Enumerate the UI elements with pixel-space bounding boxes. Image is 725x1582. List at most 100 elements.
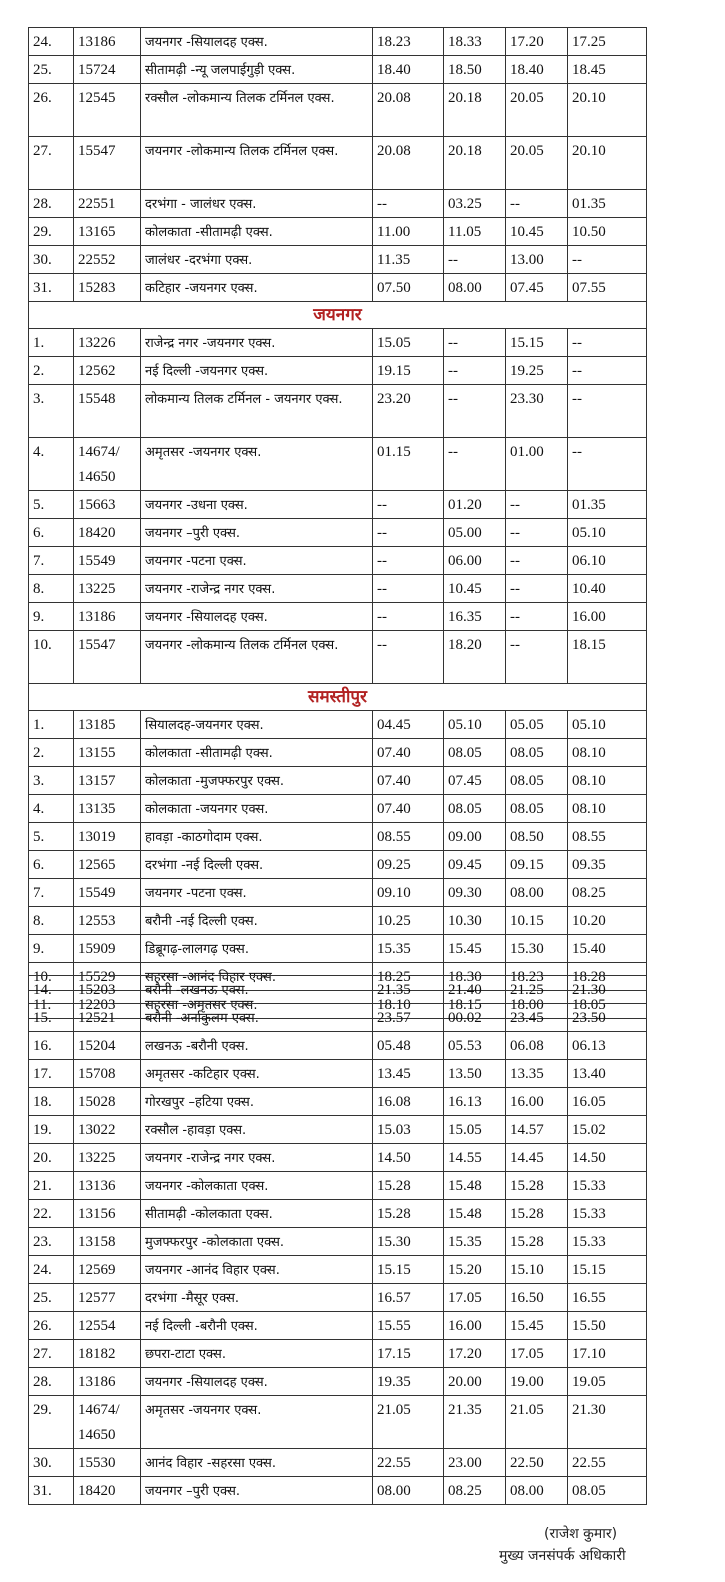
serial-number-cell: 3. xyxy=(28,766,74,795)
train-number-cell: 15283 xyxy=(73,273,141,302)
train-number-cell: 15909 xyxy=(73,934,141,963)
time-1-cell: -- xyxy=(372,518,444,547)
time-4-cell: -- xyxy=(567,245,647,274)
serial-number-cell: 28. xyxy=(28,189,74,218)
train-number-cell: 12565 xyxy=(73,850,141,879)
time-2-cell: 09.00 xyxy=(443,822,506,851)
time-2-cell: 11.05 xyxy=(443,217,506,246)
table-row: 25. 12577 दरभंगा -मैसूर एक्स. 16.57 17.05 16.… xyxy=(28,1283,647,1312)
time-2-cell: 00.02 xyxy=(443,1003,506,1032)
time-1-cell: 16.08 xyxy=(372,1087,444,1116)
time-2-cell: 01.20 xyxy=(443,490,506,519)
time-4-cell: 08.10 xyxy=(567,766,647,795)
time-2-cell: 18.33 xyxy=(443,27,506,56)
train-name-cell: जयनगर -लोकमान्य तिलक टर्मिनल एक्स. xyxy=(140,136,373,190)
time-2-cell: 15.48 xyxy=(443,1199,506,1228)
time-4-cell: 10.50 xyxy=(567,217,647,246)
train-number-cell: 13136 xyxy=(73,1171,141,1200)
serial-number-cell: 30. xyxy=(28,245,74,274)
train-name-cell: बरौनी -नई दिल्ली एक्स. xyxy=(140,906,373,935)
time-4-cell: 08.55 xyxy=(567,822,647,851)
time-4-cell: 08.10 xyxy=(567,738,647,767)
time-1-cell: 15.55 xyxy=(372,1311,444,1340)
train-number-cell: 13135 xyxy=(73,794,141,823)
table-row: 28. 22551 दरभंगा - जालंधर एक्स. -- 03.25 -- 01… xyxy=(28,189,647,218)
time-4-cell: 08.25 xyxy=(567,878,647,907)
train-number-cell: 18420 xyxy=(73,1476,141,1505)
train-number-cell: 12553 xyxy=(73,906,141,935)
time-1-cell: -- xyxy=(372,546,444,575)
train-name-cell: जयनगर –पुरी एक्स. xyxy=(140,518,373,547)
train-number-cell: 15724 xyxy=(73,55,141,84)
table-row: 20. 13225 जयनगर -राजेन्द्र नगर एक्स. 14.50 1… xyxy=(28,1143,647,1172)
table-row: 30. 15530 आनंद विहार -सहरसा एक्स. 22.55 23.0… xyxy=(28,1448,647,1477)
time-2-cell: 15.35 xyxy=(443,1227,506,1256)
time-2-cell: 05.00 xyxy=(443,518,506,547)
time-1-cell: 07.40 xyxy=(372,766,444,795)
time-1-cell: 08.00 xyxy=(372,1476,444,1505)
time-3-cell: -- xyxy=(505,574,568,603)
time-3-cell: 20.05 xyxy=(505,83,568,137)
train-name-cell: जालंधर -दरभंगा एक्स. xyxy=(140,245,373,274)
train-name-cell: बरौनी -लखनऊ एक्स. xyxy=(140,975,373,1004)
time-1-cell: 07.40 xyxy=(372,738,444,767)
train-name-cell: गोरखपुर –हटिया एक्स. xyxy=(140,1087,373,1116)
train-timing-table-1: 24. 13186 जयनगर -सियालदह एक्स. 18.23 18.33 17… xyxy=(28,27,647,1019)
serial-number-cell: 26. xyxy=(28,83,74,137)
train-number-cell: 13185 xyxy=(73,710,141,739)
table-row: 14. 15203 बरौनी -लखनऊ एक्स. 21.35 21.40 21.25… xyxy=(28,975,647,1004)
time-3-cell: 16.50 xyxy=(505,1283,568,1312)
time-1-cell: -- xyxy=(372,189,444,218)
time-1-cell: 18.23 xyxy=(372,27,444,56)
time-2-cell: 16.35 xyxy=(443,602,506,631)
time-4-cell: 05.10 xyxy=(567,518,647,547)
time-2-cell: 03.25 xyxy=(443,189,506,218)
time-4-cell: 16.55 xyxy=(567,1283,647,1312)
time-2-cell: 08.05 xyxy=(443,738,506,767)
train-name-cell: मुजफ्फरपुर -कोलकाता एक्स. xyxy=(140,1227,373,1256)
table-row: 26. 12545 रक्सौल -लोकमान्य तिलक टर्मिनल एक… xyxy=(28,83,647,137)
serial-number-cell: 19. xyxy=(28,1115,74,1144)
time-4-cell: 17.25 xyxy=(567,27,647,56)
time-1-cell: -- xyxy=(372,574,444,603)
table-row: 27. 18182 छपरा-टाटा एक्स. 17.15 17.20 17.05 17… xyxy=(28,1339,647,1368)
time-4-cell: 15.40 xyxy=(567,934,647,963)
train-name-cell: सीतामढ़ी -कोलकाता एक्स. xyxy=(140,1199,373,1228)
serial-number-cell: 15. xyxy=(28,1003,74,1032)
time-2-cell: 05.53 xyxy=(443,1031,506,1060)
time-3-cell: -- xyxy=(505,602,568,631)
time-3-cell: 21.05 xyxy=(505,1395,568,1449)
time-1-cell: 15.30 xyxy=(372,1227,444,1256)
table-row: 5. 15663 जयनगर -उधना एक्स. -- 01.20 -- 01.35 xyxy=(28,490,647,519)
time-2-cell: -- xyxy=(443,437,506,491)
train-number-cell: 12577 xyxy=(73,1283,141,1312)
time-1-cell: 20.08 xyxy=(372,136,444,190)
time-3-cell: 17.05 xyxy=(505,1339,568,1368)
time-3-cell: 07.45 xyxy=(505,273,568,302)
table-row: 5. 13019 हावड़ा -काठगोदाम एक्स. 08.55 09.00 0… xyxy=(28,822,647,851)
serial-number-cell: 16. xyxy=(28,1031,74,1060)
train-name-cell: दरभंगा -मैसूर एक्स. xyxy=(140,1283,373,1312)
time-3-cell: 08.05 xyxy=(505,766,568,795)
time-4-cell: 06.13 xyxy=(567,1031,647,1060)
serial-number-cell: 31. xyxy=(28,273,74,302)
table-row: 8. 13225 जयनगर -राजेन्द्र नगर एक्स. -- 10.45… xyxy=(28,574,647,603)
serial-number-cell: 24. xyxy=(28,1255,74,1284)
time-3-cell: 08.05 xyxy=(505,794,568,823)
train-number-cell: 13157 xyxy=(73,766,141,795)
time-3-cell: -- xyxy=(505,546,568,575)
time-3-cell: 23.45 xyxy=(505,1003,568,1032)
time-3-cell: 10.15 xyxy=(505,906,568,935)
time-3-cell: 15.10 xyxy=(505,1255,568,1284)
train-name-cell: दरभंगा - जालंधर एक्स. xyxy=(140,189,373,218)
time-4-cell: 16.00 xyxy=(567,602,647,631)
time-4-cell: 18.15 xyxy=(567,630,647,684)
train-name-cell: बरौनी -अर्नाकुलम एक्स. xyxy=(140,1003,373,1032)
time-1-cell: -- xyxy=(372,602,444,631)
time-1-cell: 23.57 xyxy=(372,1003,444,1032)
train-name-cell: जयनगर -पटना एक्स. xyxy=(140,878,373,907)
time-1-cell: 15.35 xyxy=(372,934,444,963)
time-3-cell: 19.00 xyxy=(505,1367,568,1396)
time-3-cell: 15.28 xyxy=(505,1227,568,1256)
time-1-cell: 18.40 xyxy=(372,55,444,84)
